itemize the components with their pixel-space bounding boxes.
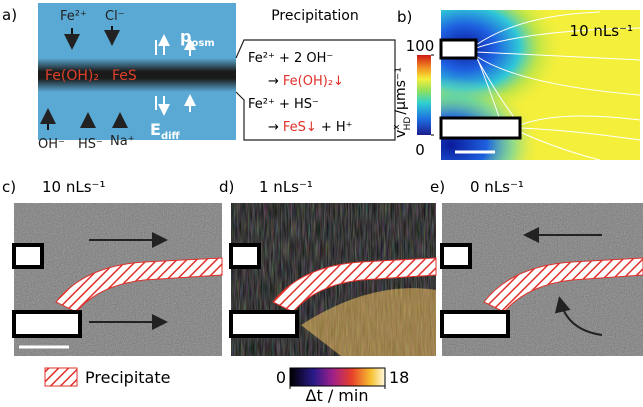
panel-label: b) [397, 8, 412, 26]
pipe [441, 40, 476, 58]
reaction: Fe²⁺ + HS⁻ [248, 97, 319, 112]
colorbar-label: Δt / min [306, 386, 369, 403]
panel-label: e) [430, 178, 445, 196]
flow-rate: 1 nLs⁻¹ [259, 178, 313, 196]
panel-label: d) [219, 178, 234, 196]
panel-label: c) [2, 178, 16, 196]
pipe [14, 312, 80, 336]
ion: Cl⁻ [105, 9, 125, 24]
pipe [14, 245, 42, 267]
band-label: Fe(OH)₂ [45, 68, 99, 84]
legend-label: Precipitate [85, 368, 170, 387]
ion: OH⁻ [38, 137, 65, 152]
panel-label: a) [2, 6, 17, 24]
box-title: Precipitation [271, 8, 359, 24]
tick-label: 100 [406, 37, 435, 55]
colorbar [417, 55, 431, 135]
colorbar-label: vxHD/μms⁻¹ [392, 67, 413, 138]
pipe [231, 312, 297, 336]
colorbar [290, 368, 385, 386]
band-label: FeS [112, 68, 137, 84]
pipe [442, 312, 508, 336]
image-panel: e) 0 nLs⁻¹ [430, 178, 643, 356]
pipe [231, 245, 259, 267]
flow-rate: 0 nLs⁻¹ [470, 178, 524, 196]
ion: HS⁻ [78, 137, 103, 152]
reaction: Fe²⁺ + 2 OH⁻ [248, 51, 333, 66]
tick-label: 0 [276, 368, 286, 387]
pipe [441, 118, 520, 138]
legend-swatch [45, 368, 77, 386]
image-panel: c) 10 nLs⁻¹ [2, 178, 222, 356]
flow-rate: 10 nLs⁻¹ [42, 178, 105, 196]
ion: Fe²⁺ [60, 9, 87, 24]
tick-label: 18 [389, 368, 409, 387]
figure: a) Fe²⁺ Cl⁻ posm Fe(OH)₂ FeS Ediff OH⁻ H… [0, 0, 643, 403]
pipe [442, 245, 470, 267]
flow-rate: 10 nLs⁻¹ [570, 22, 633, 40]
ion: Na⁺ [110, 134, 135, 149]
tick-label: 0 [415, 141, 425, 159]
image-panel: d) 1 nLs⁻¹ [219, 178, 436, 356]
